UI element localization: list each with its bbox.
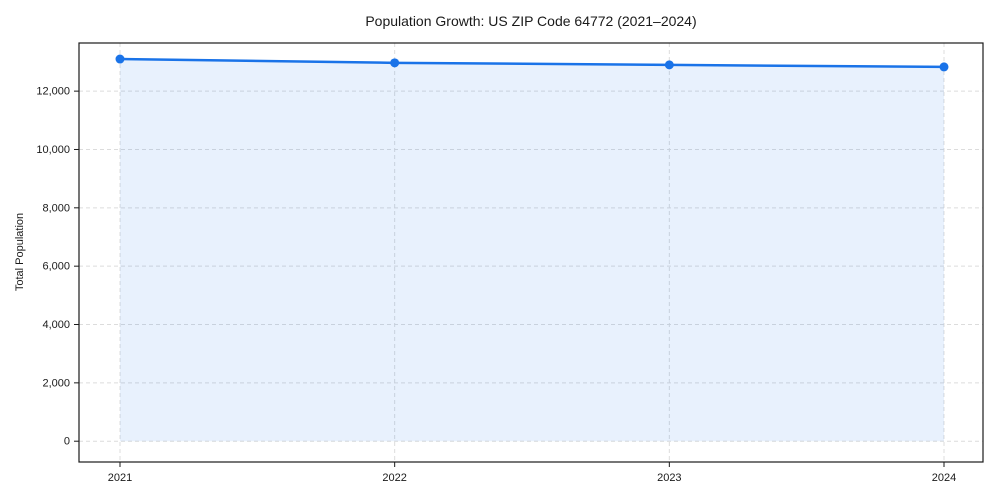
x-tick-label: 2021 bbox=[108, 472, 132, 484]
x-tick-label: 2023 bbox=[657, 472, 681, 484]
area-fill bbox=[120, 59, 944, 442]
data-point-2024 bbox=[939, 62, 949, 72]
y-tick-label: 4,000 bbox=[42, 319, 70, 331]
data-point-2023 bbox=[664, 60, 674, 70]
x-tick-label: 2022 bbox=[382, 472, 406, 484]
data-point-2022 bbox=[390, 58, 400, 68]
population-line bbox=[118, 57, 946, 69]
y-tick-label: 6,000 bbox=[42, 261, 70, 273]
plot-border bbox=[78, 42, 984, 463]
x-tick-label: 2024 bbox=[932, 472, 956, 484]
y-tick-label: 0 bbox=[64, 436, 70, 448]
y-tick-label: 12,000 bbox=[36, 86, 70, 98]
y-tick-label: 2,000 bbox=[42, 377, 70, 389]
y-tick-label: 10,000 bbox=[36, 144, 70, 156]
data-point-2021 bbox=[115, 54, 125, 64]
y-tick-label: 8,000 bbox=[42, 202, 70, 214]
chart-title: Population Growth: US ZIP Code 64772 (20… bbox=[365, 13, 697, 29]
